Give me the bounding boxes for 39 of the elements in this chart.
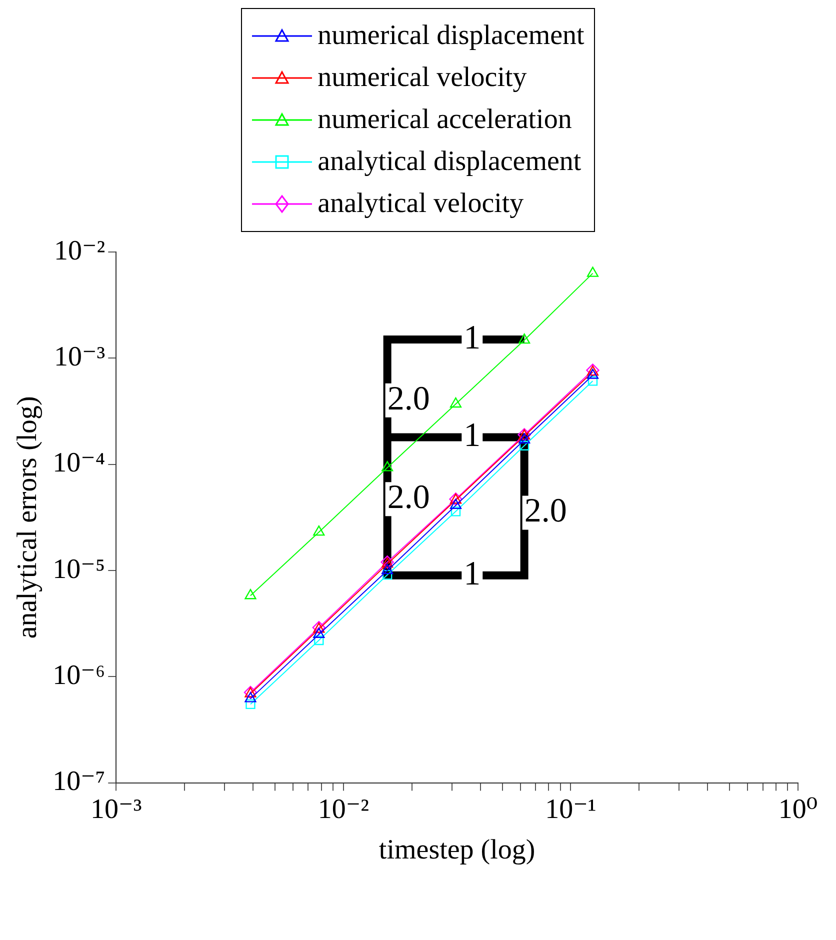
y-axis-title: analytical errors (log) xyxy=(12,396,44,639)
point xyxy=(450,498,462,510)
point xyxy=(314,635,324,646)
point xyxy=(313,628,325,638)
point xyxy=(519,440,530,450)
point xyxy=(450,397,462,408)
x-tick-label: 10⁻¹ xyxy=(545,794,596,825)
y-tick-label: 10⁻⁴ xyxy=(52,448,106,479)
annotation: 1 xyxy=(464,555,481,592)
annotation: 1 xyxy=(464,417,481,454)
y-tick-label: 10⁻⁶ xyxy=(52,660,106,691)
point xyxy=(382,564,394,574)
point xyxy=(588,376,598,386)
point xyxy=(586,368,599,379)
point xyxy=(246,699,256,710)
legend-label: numerical acceleration xyxy=(318,103,572,137)
point xyxy=(313,525,325,536)
y-tick-label: 10⁻² xyxy=(54,235,106,266)
annotation: 1 xyxy=(464,319,481,356)
annotation: 2.0 xyxy=(387,479,430,516)
y-tick-label: 10⁻³ xyxy=(54,342,106,373)
point xyxy=(244,692,256,702)
point xyxy=(518,433,530,444)
point xyxy=(382,570,392,580)
legend-label: analytical displacement xyxy=(318,145,582,179)
annotation: 2.0 xyxy=(524,492,567,530)
legend-label: analytical velocity xyxy=(318,187,524,221)
legend-label: numerical velocity xyxy=(318,61,527,95)
legend-label: numerical displacement xyxy=(318,19,584,53)
point xyxy=(244,588,256,600)
x-tick-label: 10⁻² xyxy=(318,794,370,825)
point xyxy=(586,266,599,277)
x-axis-title: timestep (log) xyxy=(378,834,536,866)
point xyxy=(518,333,530,344)
annotation: 2.0 xyxy=(387,380,430,418)
x-tick-label: 10⁰ xyxy=(778,794,818,825)
point xyxy=(450,506,461,516)
point xyxy=(382,461,394,472)
y-tick-label: 10⁻⁵ xyxy=(52,554,106,585)
